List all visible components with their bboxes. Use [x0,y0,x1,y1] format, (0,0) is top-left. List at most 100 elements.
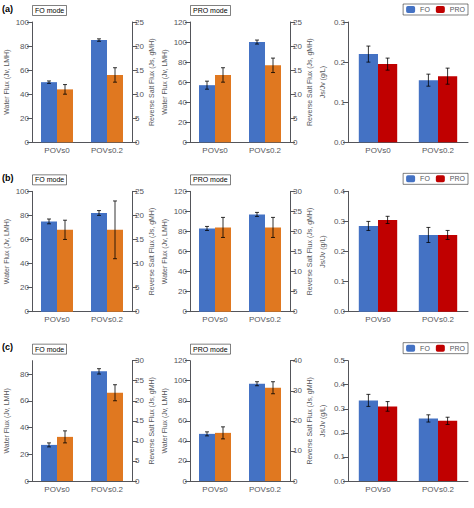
svg-text:PRO: PRO [450,345,466,352]
svg-text:100: 100 [16,187,30,196]
svg-text:0: 0 [135,138,140,147]
svg-text:120: 120 [174,356,188,365]
svg-text:20: 20 [135,211,144,220]
svg-text:15: 15 [135,416,144,425]
svg-text:Reverse Salt Flux (Js, gMH): Reverse Salt Flux (Js, gMH) [306,38,314,126]
svg-text:0: 0 [135,307,140,316]
svg-text:0: 0 [293,477,298,486]
svg-text:Water Flux (Jv, LMH): Water Flux (Jv, LMH) [3,388,11,453]
svg-text:20: 20 [178,118,187,127]
svg-text:15: 15 [293,247,302,256]
svg-text:Js/Jv (g/L): Js/Jv (g/L) [319,405,327,437]
svg-text:(a): (a) [2,4,13,14]
svg-text:Reverse Salt Flux (Js, gMH): Reverse Salt Flux (Js, gMH) [306,377,314,465]
svg-text:0.3: 0.3 [334,18,346,27]
svg-text:POVs0.2: POVs0.2 [422,485,455,494]
svg-text:25: 25 [135,18,144,27]
svg-text:100: 100 [16,18,30,27]
svg-text:25: 25 [293,18,302,27]
svg-text:PRO: PRO [450,6,466,13]
svg-text:5: 5 [135,114,140,123]
svg-text:25: 25 [135,376,144,385]
svg-text:POVs0.2: POVs0.2 [249,485,282,494]
svg-text:10: 10 [293,446,302,455]
svg-text:FO: FO [420,345,430,352]
svg-text:30: 30 [293,187,302,196]
svg-text:POVs0: POVs0 [365,146,391,155]
svg-text:20: 20 [293,416,302,425]
svg-text:Water Flux (Jv, LMH): Water Flux (Jv, LMH) [161,49,169,114]
svg-text:0: 0 [25,138,30,147]
svg-text:40: 40 [178,436,187,445]
svg-text:POVs0.2: POVs0.2 [422,146,455,155]
svg-text:POVs0.2: POVs0.2 [249,146,282,155]
svg-text:Water Flux (Jv, LMH): Water Flux (Jv, LMH) [3,49,11,114]
svg-text:10: 10 [135,259,144,268]
svg-text:0: 0 [25,307,30,316]
svg-text:0: 0 [293,138,298,147]
svg-text:25: 25 [135,187,144,196]
svg-text:FO: FO [420,6,430,13]
svg-text:0.2: 0.2 [334,247,346,256]
svg-text:60: 60 [20,235,29,244]
svg-text:80: 80 [178,396,187,405]
svg-text:0: 0 [183,477,188,486]
svg-text:0: 0 [293,307,298,316]
svg-text:20: 20 [178,456,187,465]
svg-text:0.3: 0.3 [334,404,346,413]
svg-text:POVs0: POVs0 [365,485,391,494]
svg-text:60: 60 [178,78,187,87]
svg-text:5: 5 [135,456,140,465]
svg-text:120: 120 [174,18,188,27]
svg-text:5: 5 [293,114,298,123]
svg-text:POVs0.2: POVs0.2 [422,315,455,324]
svg-text:20: 20 [20,114,29,123]
svg-text:Water Flux (Jv, LMH): Water Flux (Jv, LMH) [161,388,169,453]
svg-text:0.1: 0.1 [334,452,346,461]
svg-text:Reverse Salt Flux (Js, gMH): Reverse Salt Flux (Js, gMH) [306,208,314,296]
svg-text:5: 5 [293,287,298,296]
svg-text:60: 60 [20,396,29,405]
svg-text:0.1: 0.1 [334,98,346,107]
svg-text:0.0: 0.0 [334,307,346,316]
svg-text:60: 60 [178,247,187,256]
svg-text:(c): (c) [2,342,13,352]
svg-text:POVs0: POVs0 [202,315,228,324]
svg-text:0.1: 0.1 [334,277,346,286]
svg-text:20: 20 [293,42,302,51]
svg-text:0.0: 0.0 [334,477,346,486]
svg-text:0: 0 [183,138,188,147]
svg-text:80: 80 [20,370,29,379]
svg-text:10: 10 [293,267,302,276]
svg-text:40: 40 [20,259,29,268]
svg-text:POVs0: POVs0 [202,485,228,494]
svg-text:0.3: 0.3 [334,217,346,226]
svg-text:PRO mode: PRO mode [193,7,228,14]
svg-text:25: 25 [293,207,302,216]
svg-text:FO mode: FO mode [35,346,64,353]
svg-text:Reverse Salt Flux (Js, gMH): Reverse Salt Flux (Js, gMH) [148,377,156,465]
svg-text:0.2: 0.2 [334,58,346,67]
svg-text:10: 10 [293,90,302,99]
svg-text:POVs0.2: POVs0.2 [91,485,124,494]
svg-text:120: 120 [174,187,188,196]
svg-text:0.4: 0.4 [334,187,346,196]
svg-text:80: 80 [178,58,187,67]
svg-text:30: 30 [293,386,302,395]
svg-text:POVs0: POVs0 [44,485,70,494]
svg-text:15: 15 [293,66,302,75]
svg-text:0: 0 [183,307,188,316]
svg-text:15: 15 [135,235,144,244]
svg-text:20: 20 [293,227,302,236]
svg-text:40: 40 [178,267,187,276]
svg-text:POVs0.2: POVs0.2 [91,315,124,324]
svg-text:0.2: 0.2 [334,428,346,437]
svg-text:40: 40 [178,98,187,107]
svg-text:100: 100 [174,38,188,47]
svg-text:Water Flux (Jv, LMH): Water Flux (Jv, LMH) [161,219,169,284]
svg-text:40: 40 [293,356,302,365]
svg-text:20: 20 [20,450,29,459]
svg-text:5: 5 [135,283,140,292]
svg-text:30: 30 [135,356,144,365]
svg-text:POVs0.2: POVs0.2 [249,315,282,324]
